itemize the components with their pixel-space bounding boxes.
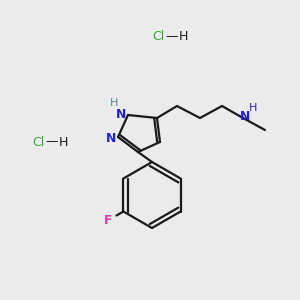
- Text: F: F: [103, 214, 112, 227]
- Text: Cl: Cl: [152, 31, 164, 44]
- Text: N: N: [106, 131, 116, 145]
- Text: Cl: Cl: [32, 136, 44, 148]
- Text: H: H: [249, 103, 257, 113]
- Text: —: —: [46, 136, 58, 148]
- Text: H: H: [178, 31, 188, 44]
- Text: N: N: [240, 110, 250, 124]
- Text: —: —: [166, 31, 178, 44]
- Text: H: H: [110, 98, 118, 108]
- Text: H: H: [58, 136, 68, 148]
- Text: N: N: [116, 107, 126, 121]
